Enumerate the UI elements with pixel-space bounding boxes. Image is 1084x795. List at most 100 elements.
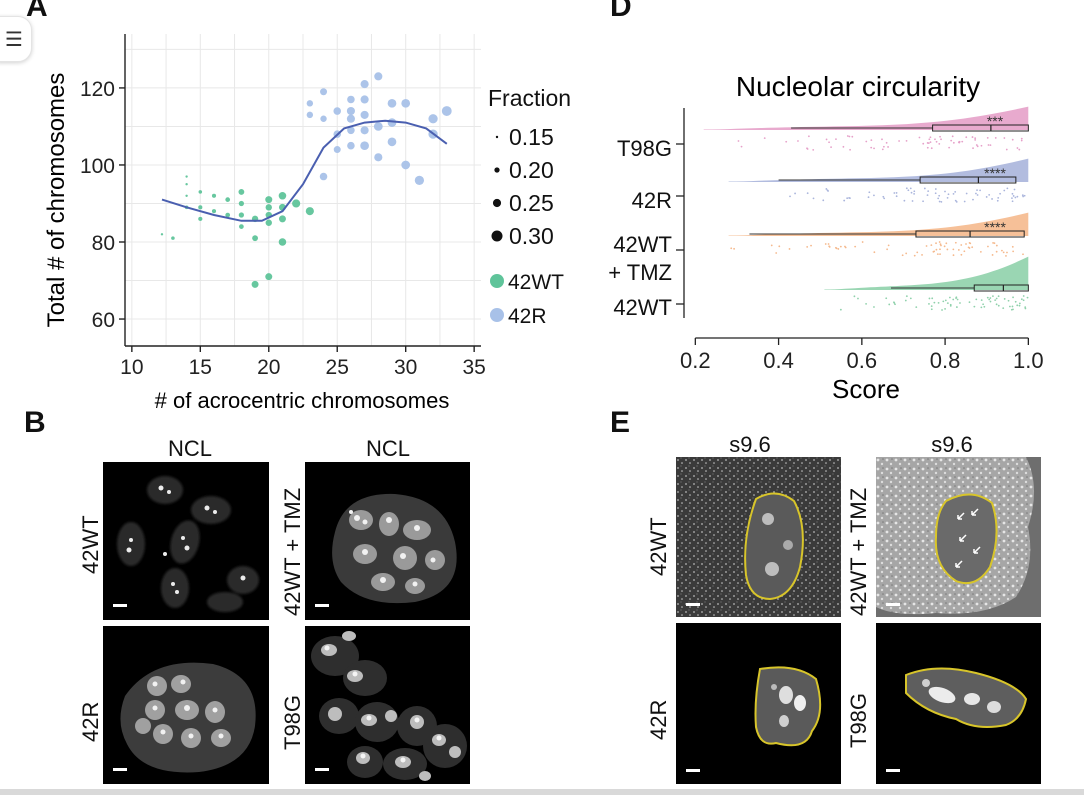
d-rain-point <box>822 199 825 202</box>
a-trend-line <box>161 119 448 222</box>
d-rain-point <box>1022 253 1024 256</box>
d-box <box>973 284 1029 292</box>
d-rain-point <box>740 145 743 148</box>
d-rain-point <box>945 242 948 245</box>
d-rain-point <box>993 242 996 245</box>
b-label-42wt-tmz: 42WT + TMZ <box>280 487 305 616</box>
d-rain-point <box>952 193 955 195</box>
d-rain-point <box>988 193 991 196</box>
d-rain-point <box>861 241 864 243</box>
d-rain-point <box>905 140 908 142</box>
d-rain-point <box>1016 147 1019 149</box>
a-legend-color-marker <box>490 274 504 288</box>
a-point-42r <box>320 88 328 96</box>
d-rain-point <box>785 140 788 143</box>
d-rain-point <box>1011 197 1013 200</box>
d-rain-point <box>956 298 959 301</box>
d-rain-point <box>952 141 955 144</box>
d-rain-point <box>988 298 991 301</box>
d-rain-point <box>1011 192 1014 195</box>
d-rain-point <box>1020 139 1023 142</box>
d-rain-point <box>1011 245 1014 248</box>
d-rain-point <box>873 147 875 150</box>
d-rain-point <box>995 250 998 253</box>
d-rain-point <box>1018 304 1021 307</box>
d-rain-point <box>930 305 933 308</box>
d-rain-point <box>938 241 941 243</box>
d-rain-point <box>940 200 943 203</box>
d-rain-point <box>952 254 955 257</box>
d-rain-point <box>957 249 960 251</box>
d-rain-point <box>846 135 849 137</box>
e-image-42wt-tmz-drawing <box>876 457 1035 615</box>
e-title-right: s9.6 <box>931 432 973 457</box>
e-image-42wt <box>676 457 841 617</box>
d-rain-point <box>922 200 924 203</box>
d-rain-point <box>955 306 958 308</box>
e-label-42wt: 42WT <box>646 517 671 576</box>
d-rain-point <box>946 248 949 251</box>
b-image-42wt <box>103 462 269 620</box>
d-rain-point <box>848 197 850 199</box>
d-rain-point <box>975 144 978 146</box>
a-point-42wt <box>238 200 245 207</box>
d-rain-point <box>789 195 791 198</box>
d-rain-point <box>788 248 791 250</box>
d-rain-point <box>979 189 981 192</box>
d-rain-point <box>849 148 851 151</box>
d-rain-point <box>926 142 929 144</box>
a-legend-color-marker <box>490 308 504 322</box>
b-image-t98g <box>305 626 470 784</box>
a-point-42wt <box>238 212 245 218</box>
d-rain-point <box>1026 296 1029 299</box>
d-rain-point <box>995 303 998 306</box>
d-rain-point <box>807 135 810 138</box>
b-image-42r <box>103 626 269 784</box>
d-x-tick-label: 1.0 <box>1013 348 1044 373</box>
d-rain-point <box>1005 255 1007 257</box>
d-rain-point <box>870 146 873 149</box>
d-rain-point <box>934 188 937 190</box>
d-rain-point <box>730 247 733 250</box>
d-rain-point <box>926 146 929 149</box>
d-rain-point <box>797 140 799 142</box>
d-rain-point <box>894 303 896 306</box>
d-rain-point <box>881 138 883 141</box>
a-point-42wt <box>265 196 273 204</box>
d-rain-point <box>989 297 992 299</box>
a-point-42wt <box>185 183 188 186</box>
d-rain-point <box>865 140 868 143</box>
d-rain-point <box>895 195 898 198</box>
d-rain-point <box>936 253 939 255</box>
a-point-42wt <box>251 280 259 288</box>
d-rain-point <box>976 145 979 148</box>
d-rain-point <box>996 199 999 202</box>
d-rain-point <box>825 138 828 141</box>
d-rain-point <box>975 298 978 301</box>
d-rain-point <box>882 145 885 148</box>
d-rain-point <box>909 187 912 190</box>
d-rain-point <box>952 248 955 251</box>
d-rain-point <box>926 194 929 197</box>
d-x-axis-label: Score <box>832 374 900 404</box>
d-rain-point <box>913 192 915 195</box>
a-point-42r <box>401 98 411 108</box>
d-rain-point <box>982 303 985 306</box>
d-rain-point <box>873 194 875 197</box>
d-rain-point <box>916 251 919 254</box>
d-rain-point <box>942 300 945 303</box>
a-point-42r <box>333 146 341 154</box>
d-rain-point <box>938 194 941 197</box>
e-label-42wt-tmz: 42WT + TMZ <box>846 487 871 616</box>
d-rain-point <box>980 144 983 147</box>
a-point-42wt <box>198 205 203 210</box>
d-rain-point <box>928 303 930 305</box>
a-legend-size-title: Fraction <box>488 85 571 111</box>
d-category-label: 42R <box>632 188 672 213</box>
e-image-42wt-drawing <box>676 457 841 617</box>
menu-button[interactable]: ☰ <box>0 16 32 62</box>
d-rain-point <box>1005 148 1008 151</box>
a-point-42r <box>347 95 355 104</box>
e-title-left: s9.6 <box>729 432 771 457</box>
d-rain-point <box>888 303 891 306</box>
